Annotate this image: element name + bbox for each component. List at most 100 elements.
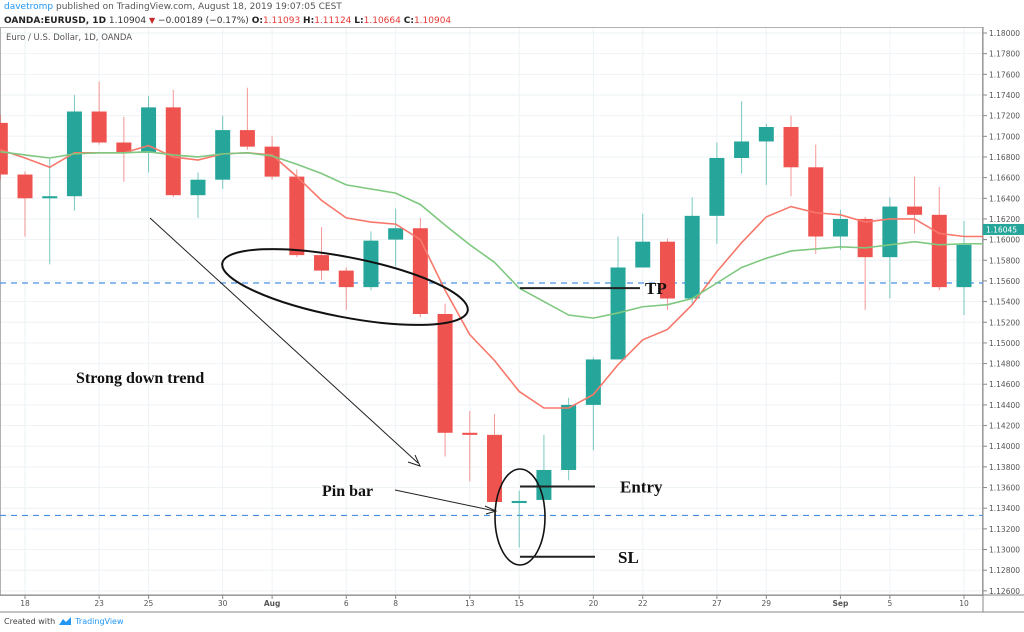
candle [0,114,8,180]
price-change: −0.00189 (−0.17%) [158,16,249,26]
price-tick-label: 1.16000 [989,236,1020,245]
price-tick-label: 1.18000 [989,29,1020,38]
price-tick-label: 1.12600 [989,587,1020,596]
candle [239,87,255,150]
candle [709,142,725,244]
triangle-down-icon: ▼ [149,16,156,25]
candle [511,490,527,548]
price-tick-label: 1.16800 [989,153,1020,162]
candle-body-down [857,218,873,258]
candle-body-down [314,255,330,271]
candle [783,115,799,197]
candle-body-down [437,313,453,433]
candle-body-up [388,228,404,240]
candle-body-up [141,107,157,153]
trend-arrow [149,217,419,464]
created-with-text: Created with [4,616,56,626]
low-value: 1.10664 [363,16,401,26]
price-tick-label: 1.17600 [989,70,1020,79]
time-tick-label: 15 [514,599,524,608]
candle-body-up [734,141,750,158]
close-label: C: [403,16,414,26]
candle [832,209,848,250]
ma-slow-line [0,150,983,319]
price-tick-label: 1.16600 [989,174,1020,183]
candle [808,144,824,255]
candle [561,397,577,481]
price-tick-label: 1.16400 [989,194,1020,203]
open-label: O: [251,16,263,26]
candle-body-up [190,179,206,196]
price-axis[interactable]: 1.12600 1.12800 1.13000 1.13200 1.13400 1.136… [983,29,1024,596]
candle [659,238,675,310]
candle-body-up [511,500,527,504]
candle-body-up [215,130,231,180]
last-price: 1.10904 [108,16,147,26]
candle [585,357,601,451]
moving-averages [0,144,983,409]
price-tick-label: 1.13400 [989,504,1020,513]
candle-body-up [42,196,58,199]
candle [165,89,181,198]
candle-body-down [239,130,255,147]
time-tick-label: 8 [393,599,398,608]
candle [17,171,33,237]
tradingview-brand-link[interactable]: TradingView [75,616,124,626]
candle [388,208,404,267]
price-tick-label: 1.15400 [989,298,1020,307]
candle-body-down [907,206,923,215]
time-tick-label: 6 [344,599,349,608]
candle-body-down [659,241,675,299]
candle-body-down [412,228,428,314]
author-link[interactable]: davetromp [4,2,54,12]
candle [536,434,552,500]
candle [907,176,923,234]
published-text: published on TradingView.com, August 18,… [55,2,342,12]
trend-label: Strong down trend [76,370,204,387]
price-tick-label: 1.17800 [989,50,1020,59]
publish-info: davetromp published on TradingView.com, … [4,2,342,12]
candle [857,216,873,310]
high-value: 1.11124 [314,16,352,26]
candle-body-up [536,469,552,500]
symbol-info: OANDA:EURUSD, 1D 1.10904 ▼ −0.00189 (−0.… [4,16,451,26]
candle [363,231,379,291]
price-tick-label: 1.13600 [989,484,1020,493]
last-price-label: 1.16045 [986,225,1017,234]
candle-body-down [289,176,305,256]
candle [684,197,700,305]
candle [91,81,107,145]
time-axis[interactable]: 18 23 25 30 Aug 6 8 13 15 20 22 27 29 Sep 5 10 [0,594,1024,608]
low-label: L: [354,16,364,26]
time-tick-label: 25 [144,599,154,608]
price-tick-label: 1.17400 [989,91,1020,100]
candle-body-down [931,214,947,288]
candle-body-down [338,270,354,288]
annotations: Strong down trend Pin bar TP Entry SL [76,217,667,567]
candle-body-down [116,142,132,153]
candle [487,414,502,503]
time-tick-label: 10 [959,599,969,608]
candle [462,411,478,482]
tradingview-logo-icon [59,617,72,625]
candle [190,172,206,218]
candle-body-down [462,432,478,435]
price-tick-label: 1.16200 [989,215,1020,224]
candle-body-up [882,206,898,258]
time-tick-label: Sep [833,599,849,608]
candle-body-down [91,111,107,143]
price-tick-label: 1.15000 [989,339,1020,348]
candle-body-up [832,218,848,237]
price-tick-label: 1.17000 [989,132,1020,141]
candle [42,159,58,265]
time-tick-label: 22 [638,599,648,608]
symbol-label: OANDA:EURUSD, 1D [4,16,107,26]
candle-body-up [635,241,651,268]
pin-bar-arrowhead-icon [484,505,498,515]
candle [437,303,453,457]
candle [338,267,354,310]
price-tick-label: 1.15600 [989,277,1020,286]
level-label-tp: TP [645,279,667,298]
candle-body-down [487,434,502,503]
